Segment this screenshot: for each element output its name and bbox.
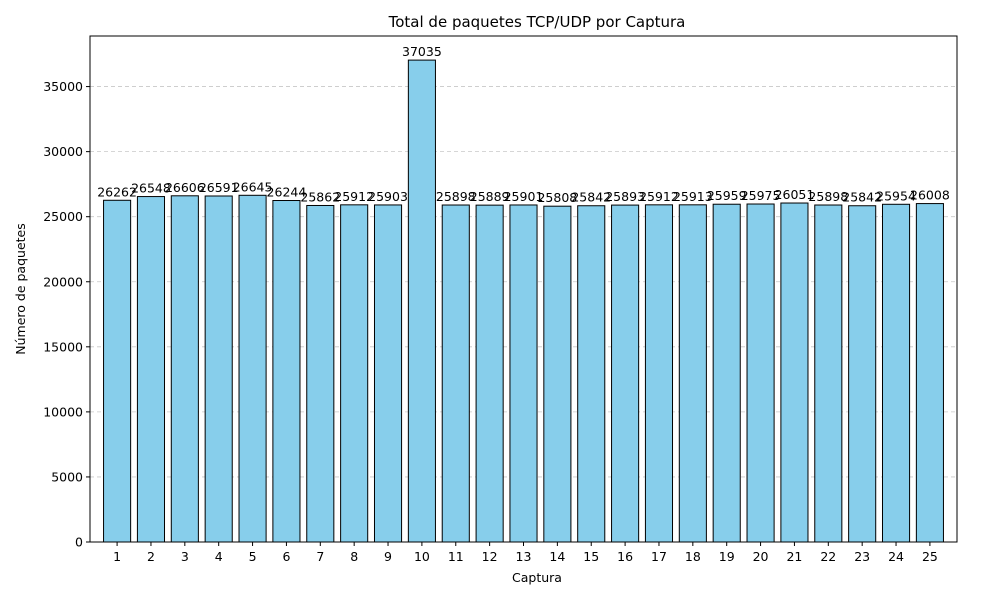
bar-captura-10 xyxy=(407,59,436,543)
x-tick-label: 13 xyxy=(516,549,532,564)
data-label: 25975 xyxy=(741,188,781,203)
y-tick-label: 20000 xyxy=(43,274,83,289)
data-label: 25842 xyxy=(571,190,611,205)
y-axis-label: Número de paquetes xyxy=(13,223,28,354)
bar-captura-12 xyxy=(475,204,504,543)
x-tick-label: 11 xyxy=(448,549,464,564)
y-tick-label: 5000 xyxy=(51,469,83,484)
bar-captura-18 xyxy=(678,204,707,543)
bar-captura-4 xyxy=(204,195,233,543)
data-label: 25912 xyxy=(639,189,679,204)
x-axis: 1 2 3 4 5 6 7 8 9 10 11 12 13 14 15 16 17 18 19 20 21 22 23 24 2… xyxy=(113,542,938,564)
bars xyxy=(103,59,944,543)
x-tick-label: 21 xyxy=(786,549,802,564)
x-tick-label: 3 xyxy=(181,549,189,564)
data-label: 26606 xyxy=(165,180,205,195)
data-label: 25898 xyxy=(808,189,848,204)
bar-captura-11 xyxy=(441,204,470,543)
x-tick-label: 4 xyxy=(215,549,223,564)
bar-captura-22 xyxy=(814,204,843,543)
data-label: 26548 xyxy=(131,181,171,196)
chart-title: Total de paquetes TCP/UDP por Captura xyxy=(388,13,686,31)
x-tick-label: 12 xyxy=(482,549,498,564)
bar-captura-25 xyxy=(915,203,944,543)
data-label: 37035 xyxy=(402,44,442,59)
data-label: 26244 xyxy=(267,185,307,200)
bar-captura-15 xyxy=(577,205,606,543)
data-label: 25842 xyxy=(842,190,882,205)
x-tick-label: 6 xyxy=(282,549,290,564)
x-tick-label: 22 xyxy=(820,549,836,564)
bar-captura-7 xyxy=(306,204,335,543)
bar-captura-19 xyxy=(712,203,741,543)
x-tick-label: 20 xyxy=(753,549,769,564)
x-tick-label: 14 xyxy=(549,549,565,564)
x-tick-label: 15 xyxy=(583,549,599,564)
data-label: 25862 xyxy=(300,189,340,204)
bar-captura-5 xyxy=(238,194,267,543)
bar-captura-20 xyxy=(746,203,775,543)
bar-captura-9 xyxy=(373,204,403,543)
data-labels: 2626226548266062659126645262442586225912… xyxy=(97,44,950,205)
data-label: 25901 xyxy=(504,189,544,204)
data-label: 26262 xyxy=(97,184,137,199)
bar-captura-13 xyxy=(509,204,538,543)
x-axis-label: Captura xyxy=(512,570,562,585)
x-tick-label: 7 xyxy=(316,549,324,564)
data-label: 25889 xyxy=(470,189,510,204)
x-tick-label: 23 xyxy=(854,549,870,564)
data-label: 25959 xyxy=(707,188,747,203)
x-tick-label: 17 xyxy=(651,549,667,564)
data-label: 25954 xyxy=(876,188,916,203)
bar-captura-14 xyxy=(543,205,572,543)
y-tick-label: 30000 xyxy=(43,144,83,159)
bar-captura-23 xyxy=(848,205,877,543)
plot-frame xyxy=(89,35,958,543)
x-tick-label: 18 xyxy=(685,549,701,564)
x-tick-label: 9 xyxy=(384,549,392,564)
x-tick-label: 25 xyxy=(922,549,938,564)
y-tick-label: 25000 xyxy=(43,209,83,224)
data-label: 25912 xyxy=(334,189,374,204)
data-label: 26051 xyxy=(775,187,815,202)
y-tick-label: 35000 xyxy=(43,79,83,94)
bar-captura-24 xyxy=(881,203,911,543)
x-tick-label: 10 xyxy=(414,549,430,564)
bar-captura-6 xyxy=(272,200,301,543)
y-tick-label: 15000 xyxy=(43,339,83,354)
data-label: 26645 xyxy=(233,179,273,194)
bar-captura-2 xyxy=(136,196,166,543)
x-tick-label: 2 xyxy=(147,549,155,564)
data-label: 26591 xyxy=(199,180,239,195)
data-label: 25893 xyxy=(605,189,645,204)
x-tick-label: 1 xyxy=(113,549,121,564)
bar-captura-8 xyxy=(340,204,369,543)
bar-captura-21 xyxy=(780,202,809,543)
data-label: 26008 xyxy=(910,188,950,203)
gridlines xyxy=(90,86,957,478)
y-tick-label: 10000 xyxy=(43,404,83,419)
x-tick-label: 24 xyxy=(888,549,904,564)
data-label: 25808 xyxy=(537,190,577,205)
y-axis: 0 5000 10000 15000 20000 25000 30000 35000 xyxy=(43,79,90,550)
bar-captura-3 xyxy=(170,195,199,543)
x-tick-label: 19 xyxy=(719,549,735,564)
bar-captura-17 xyxy=(644,204,674,543)
x-tick-label: 8 xyxy=(350,549,358,564)
data-label: 25898 xyxy=(436,189,476,204)
x-tick-label: 16 xyxy=(617,549,633,564)
data-label: 25903 xyxy=(368,189,408,204)
y-tick-label: 0 xyxy=(75,535,83,550)
bar-captura-16 xyxy=(611,204,640,543)
data-label: 25913 xyxy=(673,189,713,204)
bar-captura-1 xyxy=(103,199,132,543)
x-tick-label: 5 xyxy=(249,549,257,564)
